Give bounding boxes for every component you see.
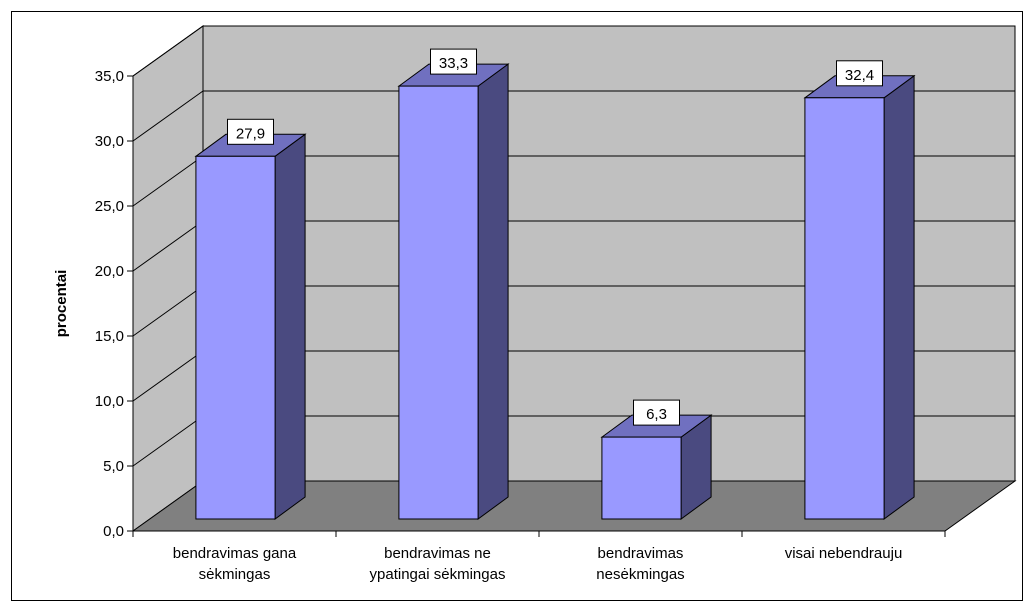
data-label: 6,3	[646, 406, 667, 423]
bar-side	[477, 63, 509, 520]
gridline-side	[132, 220, 204, 272]
y-tick-label: 35,0	[95, 68, 124, 85]
data-label: 32,4	[845, 67, 874, 84]
y-tick-label: 20,0	[95, 263, 124, 280]
bar	[194, 133, 307, 520]
data-label: 33,3	[439, 55, 468, 72]
category-label: bendravimas ne ypatingai sėkmingas	[370, 545, 506, 583]
bar-side	[883, 74, 915, 520]
data-label-box	[633, 399, 680, 426]
category-label-line: sėkmingas	[199, 566, 271, 583]
category-label: visai nebendrauju	[785, 545, 903, 562]
bar-front	[398, 85, 479, 520]
category-label-line: visai nebendrauju	[785, 545, 903, 562]
bar-front	[804, 97, 885, 520]
category-label-line: bendravimas gana	[173, 545, 297, 562]
gridline-side	[132, 155, 204, 207]
bar	[600, 414, 713, 520]
y-axis-label: procentai	[53, 270, 70, 338]
category-label-line: bendravimas ne	[384, 545, 491, 562]
bar-front	[195, 155, 276, 520]
gridline-side	[132, 25, 204, 77]
data-label-box	[430, 48, 477, 75]
category-label: bendravimas nesėkmingas	[596, 545, 684, 583]
data-label-box	[227, 118, 274, 145]
bar-side	[274, 133, 306, 520]
category-label-line: ypatingai sėkmingas	[370, 566, 506, 583]
gridline-side	[132, 415, 204, 467]
category-label-line: nesėkmingas	[596, 566, 684, 583]
bar-front	[601, 436, 682, 520]
axes	[127, 75, 946, 537]
labels: 0,0 5,0 10,0 15,0 20,0 25,0 30,0 35,0 27,9 bendra…	[53, 48, 903, 583]
category-label: bendravimas gana sėkmingas	[173, 545, 297, 583]
side-wall	[132, 25, 204, 532]
data-label: 27,9	[236, 125, 265, 142]
gridline-side	[132, 350, 204, 402]
bars	[194, 63, 916, 520]
y-tick-label: 25,0	[95, 198, 124, 215]
y-tick-label: 0,0	[103, 523, 124, 540]
y-tick-label: 5,0	[103, 458, 124, 475]
gridline-side	[132, 285, 204, 337]
data-label-box	[836, 60, 883, 87]
y-tick-label: 15,0	[95, 328, 124, 345]
gridline-side	[132, 90, 204, 142]
category-label-line: bendravimas	[598, 545, 684, 562]
y-tick-label: 10,0	[95, 393, 124, 410]
bar	[397, 63, 510, 520]
y-tick-label: 30,0	[95, 133, 124, 150]
bar	[803, 74, 916, 520]
